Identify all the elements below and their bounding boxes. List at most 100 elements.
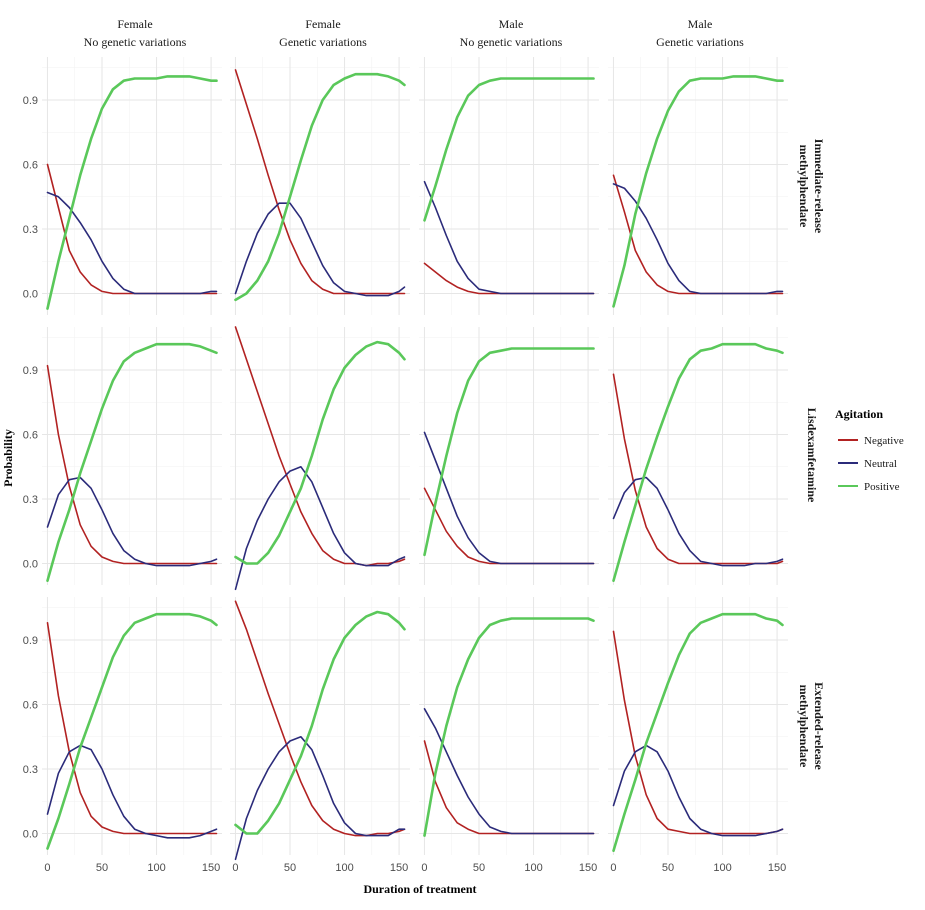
series-negative-line xyxy=(234,600,406,837)
y-tick-label: 0.3 xyxy=(23,494,38,506)
panel-r3-c3: 0 50 100 150 xyxy=(419,597,599,874)
series-positive-line xyxy=(46,342,218,583)
y-tick-label: 0.6 xyxy=(23,430,38,442)
panel-background xyxy=(419,57,599,315)
y-tick-label: 0.3 xyxy=(23,224,38,236)
series-neutral-line xyxy=(612,183,784,295)
x-axis-title: Duration of treatment xyxy=(363,882,476,896)
col-strip-3-line2: No genetic variations xyxy=(460,35,563,49)
legend-title: Agitation xyxy=(835,407,883,421)
panel-background xyxy=(230,57,410,315)
x-tick-label: 0 xyxy=(421,862,427,874)
y-tick-label: 0.0 xyxy=(23,559,38,571)
y-tick-label: 0.6 xyxy=(23,700,38,712)
panel-r1-c4 xyxy=(608,57,788,315)
panel-background xyxy=(608,597,788,855)
col-strip-4-line2: Genetic variations xyxy=(656,35,744,49)
x-tick-label: 50 xyxy=(96,862,108,874)
panel-r2-c4 xyxy=(608,327,788,585)
legend-label-neutral: Neutral xyxy=(864,458,897,470)
series-positive-line xyxy=(423,77,595,222)
panel-background xyxy=(42,597,222,855)
x-tick-label: 50 xyxy=(284,862,296,874)
series-neutral-line xyxy=(612,744,784,837)
series-positive-line xyxy=(46,612,218,850)
panel-r1-c1: 0.0 0.3 0.6 0.9 xyxy=(23,57,222,315)
series-neutral-line xyxy=(423,431,595,565)
series-negative-line xyxy=(46,364,218,565)
x-tick-label: 100 xyxy=(335,862,353,874)
panel-r3-c2: 0 50 100 150 xyxy=(230,597,410,874)
panel-background xyxy=(608,57,788,315)
y-axis-title: Probability xyxy=(1,429,15,487)
series-neutral-line xyxy=(46,744,218,839)
x-tick-label: 50 xyxy=(662,862,674,874)
row-strip-1-line1: Immediate-release xyxy=(812,139,826,234)
col-strip-3-line1: Male xyxy=(499,17,524,31)
y-tick-label: 0.3 xyxy=(23,764,38,776)
y-tick-label: 0.9 xyxy=(23,635,38,647)
panel-r2-c2 xyxy=(230,326,410,591)
panels-layer: 0.0 0.3 0.6 0.9 0.0 0.3 0.6 0.9 0.0 0.3 0.6 0.9 0 50 1… xyxy=(23,57,788,874)
series-positive-line xyxy=(612,342,784,583)
series-negative-line xyxy=(612,630,784,835)
x-tick-label: 150 xyxy=(579,862,597,874)
col-strip-1-line1: Female xyxy=(117,17,152,31)
row-strip-3-line2: methylphendate xyxy=(797,685,811,768)
series-negative-line xyxy=(46,621,218,835)
x-tick-label: 100 xyxy=(713,862,731,874)
row-strip-3-line1: Extended-release xyxy=(812,682,826,770)
col-strip-1-line2: No genetic variations xyxy=(84,35,187,49)
series-negative-line xyxy=(234,69,406,295)
x-tick-label: 150 xyxy=(390,862,408,874)
x-tick-label: 50 xyxy=(473,862,485,874)
panel-r1-c3 xyxy=(419,57,599,315)
series-neutral-line xyxy=(234,465,406,591)
x-tick-label: 150 xyxy=(202,862,220,874)
series-positive-line xyxy=(612,612,784,853)
series-positive-line xyxy=(423,617,595,837)
panel-r1-c2 xyxy=(230,57,410,315)
col-strip-2-line1: Female xyxy=(305,17,340,31)
panel-background xyxy=(42,57,222,315)
x-tick-label: 100 xyxy=(524,862,542,874)
legend-label-negative: Negative xyxy=(864,435,904,447)
col-strip-4-line1: Male xyxy=(688,17,713,31)
series-neutral-line xyxy=(234,202,406,297)
series-neutral-line xyxy=(46,476,218,567)
series-positive-line xyxy=(46,75,218,310)
col-strip-2-line2: Genetic variations xyxy=(279,35,367,49)
y-tick-label: 0.6 xyxy=(23,160,38,172)
x-tick-label: 0 xyxy=(232,862,238,874)
y-tick-label: 0.0 xyxy=(23,289,38,301)
legend: Agitation Negative Neutral Positive xyxy=(835,407,904,493)
series-neutral-line xyxy=(423,707,595,835)
x-tick-label: 0 xyxy=(610,862,616,874)
panel-r2-c3 xyxy=(419,327,599,585)
series-neutral-line xyxy=(423,180,595,295)
row-strip-2-line1: Lisdexamfetamine xyxy=(805,408,819,503)
panel-background xyxy=(42,327,222,585)
series-neutral-line xyxy=(234,735,406,861)
panel-r3-c1: 0.0 0.3 0.6 0.9 0 50 100 150 xyxy=(23,597,222,874)
series-neutral-line xyxy=(46,191,218,295)
series-positive-line xyxy=(234,610,406,835)
panel-r2-c1: 0.0 0.3 0.6 0.9 xyxy=(23,327,222,585)
series-positive-line xyxy=(234,340,406,565)
series-negative-line xyxy=(234,326,406,567)
row-strips: Immediate-release methylphendate Lisdexa… xyxy=(797,139,826,771)
series-positive-line xyxy=(612,75,784,308)
y-tick-label: 0.9 xyxy=(23,365,38,377)
row-strip-1-line2: methylphendate xyxy=(797,145,811,228)
series-positive-line xyxy=(234,72,406,302)
panel-r3-c4: 0 50 100 150 xyxy=(608,597,788,874)
x-tick-label: 100 xyxy=(147,862,165,874)
panel-background xyxy=(608,327,788,585)
x-tick-label: 150 xyxy=(768,862,786,874)
y-tick-label: 0.9 xyxy=(23,95,38,107)
column-strips: Female No genetic variations Female Gene… xyxy=(84,17,744,49)
series-positive-line xyxy=(423,347,595,557)
x-tick-label: 0 xyxy=(44,862,50,874)
legend-label-positive: Positive xyxy=(864,481,900,493)
